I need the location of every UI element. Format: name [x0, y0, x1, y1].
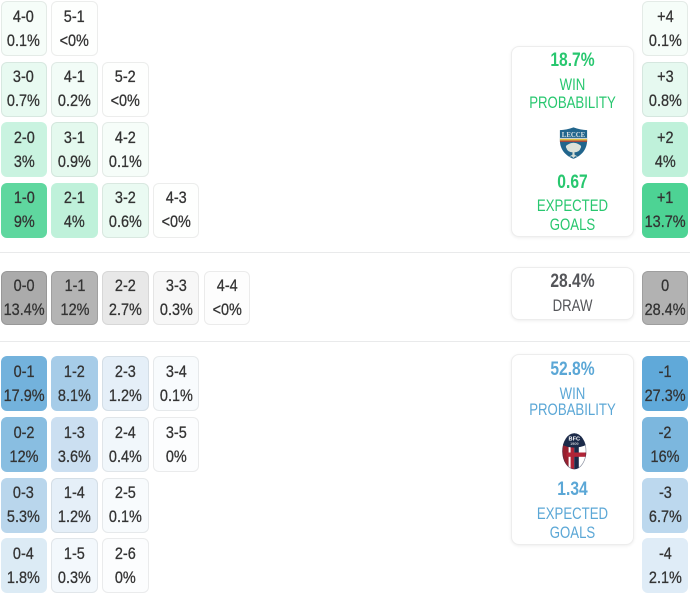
svg-text:BFC: BFC: [568, 436, 580, 442]
svg-text:1909: 1909: [570, 442, 578, 446]
svg-text:LECCE: LECCE: [562, 132, 586, 139]
